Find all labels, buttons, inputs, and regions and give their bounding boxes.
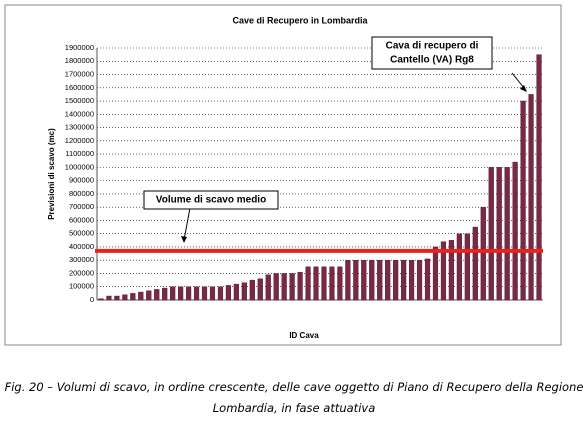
bar bbox=[393, 260, 399, 301]
bar bbox=[257, 278, 263, 301]
bar bbox=[249, 279, 255, 301]
bar bbox=[138, 291, 144, 301]
annotation-text: Volume di scavo medio bbox=[156, 195, 266, 206]
bar bbox=[241, 282, 247, 301]
bar bbox=[409, 260, 415, 301]
bar bbox=[185, 286, 192, 301]
bar bbox=[154, 289, 160, 301]
bar bbox=[201, 286, 208, 301]
bar bbox=[337, 266, 343, 301]
bar bbox=[424, 258, 431, 301]
y-tick-label: 1900000 bbox=[65, 43, 94, 52]
annotation-box bbox=[371, 36, 493, 70]
bar bbox=[504, 167, 510, 301]
chart-title: Cave di Recupero in Lombardia bbox=[232, 15, 368, 25]
bar bbox=[106, 295, 112, 301]
bar bbox=[281, 273, 287, 301]
y-tick-label: 1200000 bbox=[65, 136, 94, 145]
bar bbox=[265, 274, 271, 301]
y-tick-label: 200000 bbox=[69, 268, 94, 277]
y-tick-label: 400000 bbox=[69, 242, 94, 251]
bar bbox=[416, 260, 423, 301]
bar bbox=[162, 287, 168, 301]
annotation-text: Cava di recupero di bbox=[386, 41, 479, 52]
y-tick-label: 100000 bbox=[69, 282, 94, 291]
annotation-arrow bbox=[511, 72, 525, 89]
bar bbox=[440, 241, 447, 301]
caption-line: Fig. 20 – Volumi di scavo, in ordine cre… bbox=[4, 380, 584, 394]
bar bbox=[401, 260, 407, 301]
bar bbox=[313, 266, 319, 301]
annotation-arrow bbox=[183, 207, 191, 241]
bar bbox=[305, 266, 311, 301]
bar bbox=[385, 260, 391, 301]
bar bbox=[289, 273, 295, 301]
bar bbox=[496, 167, 502, 301]
y-tick-label: 700000 bbox=[69, 202, 94, 211]
y-axis-label: Previsioni di scavo (mc) bbox=[47, 128, 56, 220]
arrow-head bbox=[520, 85, 527, 92]
bar bbox=[329, 266, 335, 301]
y-tick-label: 1500000 bbox=[65, 96, 94, 105]
y-tick-label: 1400000 bbox=[65, 109, 94, 118]
bar bbox=[170, 286, 176, 301]
bar bbox=[464, 233, 470, 301]
y-tick-label: 300000 bbox=[69, 255, 94, 264]
y-tick-label: 500000 bbox=[69, 229, 94, 238]
y-tick-label: 1800000 bbox=[65, 56, 94, 65]
bar bbox=[146, 290, 152, 301]
bar bbox=[225, 285, 231, 301]
caption-line: Lombardia, in fase attuativa bbox=[212, 401, 376, 415]
bar bbox=[361, 260, 367, 301]
bar bbox=[520, 100, 526, 301]
bar bbox=[114, 295, 120, 301]
y-tick-label: 1600000 bbox=[65, 83, 94, 92]
arrow-head bbox=[181, 236, 187, 243]
bar bbox=[488, 167, 494, 301]
bar bbox=[448, 240, 454, 301]
bar bbox=[536, 54, 542, 301]
y-tick-label: 600000 bbox=[69, 215, 94, 224]
bar bbox=[130, 293, 136, 301]
bar bbox=[321, 266, 327, 301]
bar bbox=[528, 94, 534, 301]
y-tick-label: 900000 bbox=[69, 176, 94, 185]
bar bbox=[512, 161, 518, 301]
bar bbox=[193, 286, 200, 301]
chart: Cave di Recupero in Lombardia ID Cava Pr… bbox=[4, 4, 562, 346]
bar bbox=[178, 286, 184, 301]
y-tick-label: 1700000 bbox=[65, 70, 94, 79]
y-tick-label: 1000000 bbox=[65, 162, 94, 171]
annotation-box bbox=[143, 190, 279, 210]
bar bbox=[297, 271, 303, 301]
x-axis-label: ID Cava bbox=[289, 331, 319, 340]
bar bbox=[122, 294, 128, 301]
bar bbox=[480, 206, 486, 301]
bar bbox=[209, 286, 216, 301]
y-tick-label: 800000 bbox=[69, 189, 94, 198]
bar bbox=[98, 298, 104, 301]
annotation-text: Cantello (VA) Rg8 bbox=[390, 55, 474, 66]
bar bbox=[377, 260, 383, 301]
y-tick-label: 1300000 bbox=[65, 123, 94, 132]
bar bbox=[432, 246, 439, 301]
y-tick-label: 1100000 bbox=[65, 149, 94, 158]
bar bbox=[456, 233, 462, 301]
bar bbox=[217, 286, 224, 301]
bar bbox=[369, 260, 375, 301]
bar bbox=[472, 226, 478, 301]
bar bbox=[233, 283, 239, 301]
y-tick-label: 0 bbox=[90, 295, 94, 304]
bar bbox=[273, 273, 279, 301]
bar bbox=[345, 260, 351, 301]
bar bbox=[353, 260, 359, 301]
